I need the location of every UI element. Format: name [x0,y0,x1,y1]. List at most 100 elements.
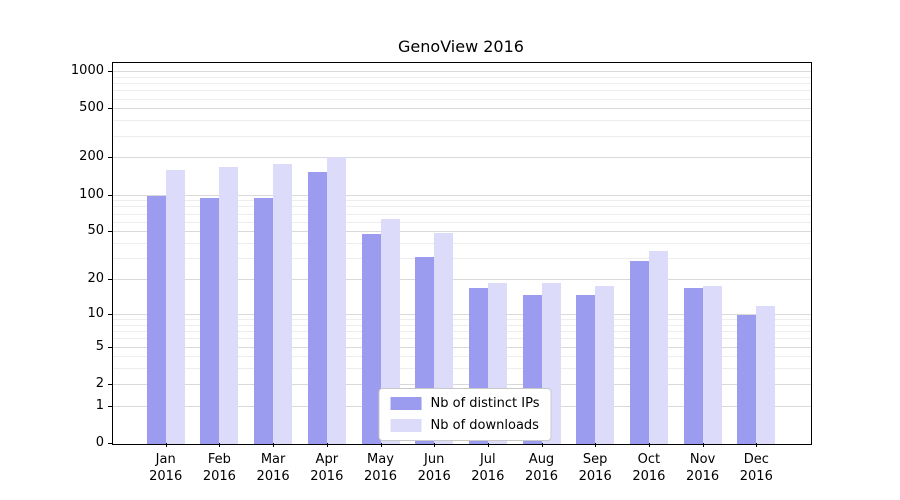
gridline-minor-600 [113,98,811,100]
bar-downloads-oct [648,251,668,444]
y-tick-mark-20 [108,279,112,281]
gridline-minor-300 [113,135,811,137]
y-tick-label-5: 5 [95,338,104,354]
bar-distinct-ips-apr [307,172,327,444]
legend: Nb of distinct IPs Nb of downloads [378,388,552,441]
legend-label-downloads: Nb of downloads [430,418,539,433]
gridline-major-1000 [113,71,811,72]
gridline-minor-700 [113,90,811,92]
x-tick-label-jun: Jun 2016 [417,452,451,484]
gridline-major-500 [113,108,811,110]
y-tick-mark-2 [108,383,112,385]
x-tick-label-mar: Mar 2016 [256,452,290,484]
bar-distinct-ips-may [361,234,381,444]
x-tick-mark-oct [648,443,650,447]
legend-item-downloads: Nb of downloads [390,418,540,433]
x-tick-mark-aug [541,443,543,447]
gridline-minor-400 [113,120,811,122]
bar-distinct-ips-mar [254,198,274,444]
bar-distinct-ips-oct [629,260,649,444]
gridline-major-50 [113,231,811,233]
gridline-minor-4 [113,356,811,358]
bar-downloads-may [380,219,400,444]
gridline-minor-800 [113,83,811,84]
x-tick-mark-mar [273,443,275,447]
gridline-minor-30 [113,258,811,260]
x-tick-label-apr: Apr 2016 [310,452,344,484]
x-tick-mark-apr [326,443,328,447]
gridline-minor-70 [113,213,811,215]
x-tick-mark-sep [595,443,597,447]
y-tick-mark-1 [108,405,112,407]
y-tick-mark-100 [108,194,112,196]
y-tick-mark-5 [108,346,112,348]
y-tick-label-2: 2 [95,375,104,391]
legend-swatch-downloads [390,419,422,432]
x-tick-label-sep: Sep 2016 [578,452,612,484]
y-tick-label-20: 20 [87,271,104,287]
y-tick-label-10: 10 [87,305,104,321]
legend-label-distinct-ips: Nb of distinct IPs [430,396,540,411]
x-tick-mark-nov [702,443,704,447]
gridline-major-100 [113,194,811,196]
y-tick-mark-500 [108,108,112,110]
gridline-minor-40 [113,243,811,244]
bar-distinct-ips-jan [146,195,166,444]
bar-distinct-ips-nov [683,288,703,444]
gridline-major-200 [113,157,811,159]
bar-downloads-sep [595,285,615,444]
gridline-major-10 [113,313,811,315]
x-tick-label-oct: Oct 2016 [632,452,666,484]
gridline-minor-7 [113,331,811,332]
legend-swatch-distinct-ips [390,397,422,410]
gridline-minor-90 [113,200,811,202]
x-tick-label-may: May 2016 [363,452,398,484]
bar-downloads-dec [756,305,776,444]
gridline-minor-900 [113,76,811,78]
x-tick-label-feb: Feb 2016 [202,452,236,484]
x-tick-label-jan: Jan 2016 [149,452,183,484]
gridline-minor-3 [113,368,811,370]
x-tick-mark-may [380,443,382,447]
x-tick-mark-jun [434,443,436,447]
bar-downloads-nov [702,285,722,444]
x-tick-label-jul: Jul 2016 [471,452,505,484]
y-tick-mark-200 [108,157,112,159]
y-tick-label-100: 100 [79,186,104,202]
x-tick-mark-feb [219,443,221,447]
bar-distinct-ips-sep [576,294,596,444]
bar-downloads-mar [273,164,293,444]
gridline-minor-6 [113,338,811,340]
gridline-major-2 [113,383,811,385]
x-tick-mark-jul [487,443,489,447]
y-tick-label-200: 200 [79,149,104,165]
y-tick-label-50: 50 [87,223,104,239]
gridline-minor-9 [113,319,811,320]
y-tick-mark-1000 [108,71,112,72]
x-tick-label-dec: Dec 2016 [739,452,773,484]
x-tick-mark-jan [165,443,167,447]
x-tick-mark-dec [756,443,758,447]
y-tick-label-1: 1 [95,397,104,413]
x-tick-label-nov: Nov 2016 [686,452,720,484]
chart-title: GenoView 2016 [398,37,524,56]
bar-distinct-ips-feb [200,198,220,444]
y-tick-mark-0 [108,443,112,444]
y-tick-label-1000: 1000 [70,63,104,78]
gridline-minor-8 [113,324,811,326]
x-tick-label-aug: Aug 2016 [524,452,559,484]
y-tick-label-500: 500 [79,100,104,116]
bar-downloads-jan [165,170,185,444]
bar-downloads-feb [219,167,239,444]
gridline-minor-60 [113,221,811,223]
bar-distinct-ips-dec [737,314,757,444]
gridline-minor-80 [113,206,811,208]
y-tick-mark-10 [108,313,112,315]
gridline-major-20 [113,279,811,281]
bar-downloads-apr [326,157,346,444]
y-tick-mark-50 [108,231,112,233]
legend-item-distinct-ips: Nb of distinct IPs [390,396,540,411]
plot-area [112,62,812,445]
gridline-major-5 [113,346,811,348]
